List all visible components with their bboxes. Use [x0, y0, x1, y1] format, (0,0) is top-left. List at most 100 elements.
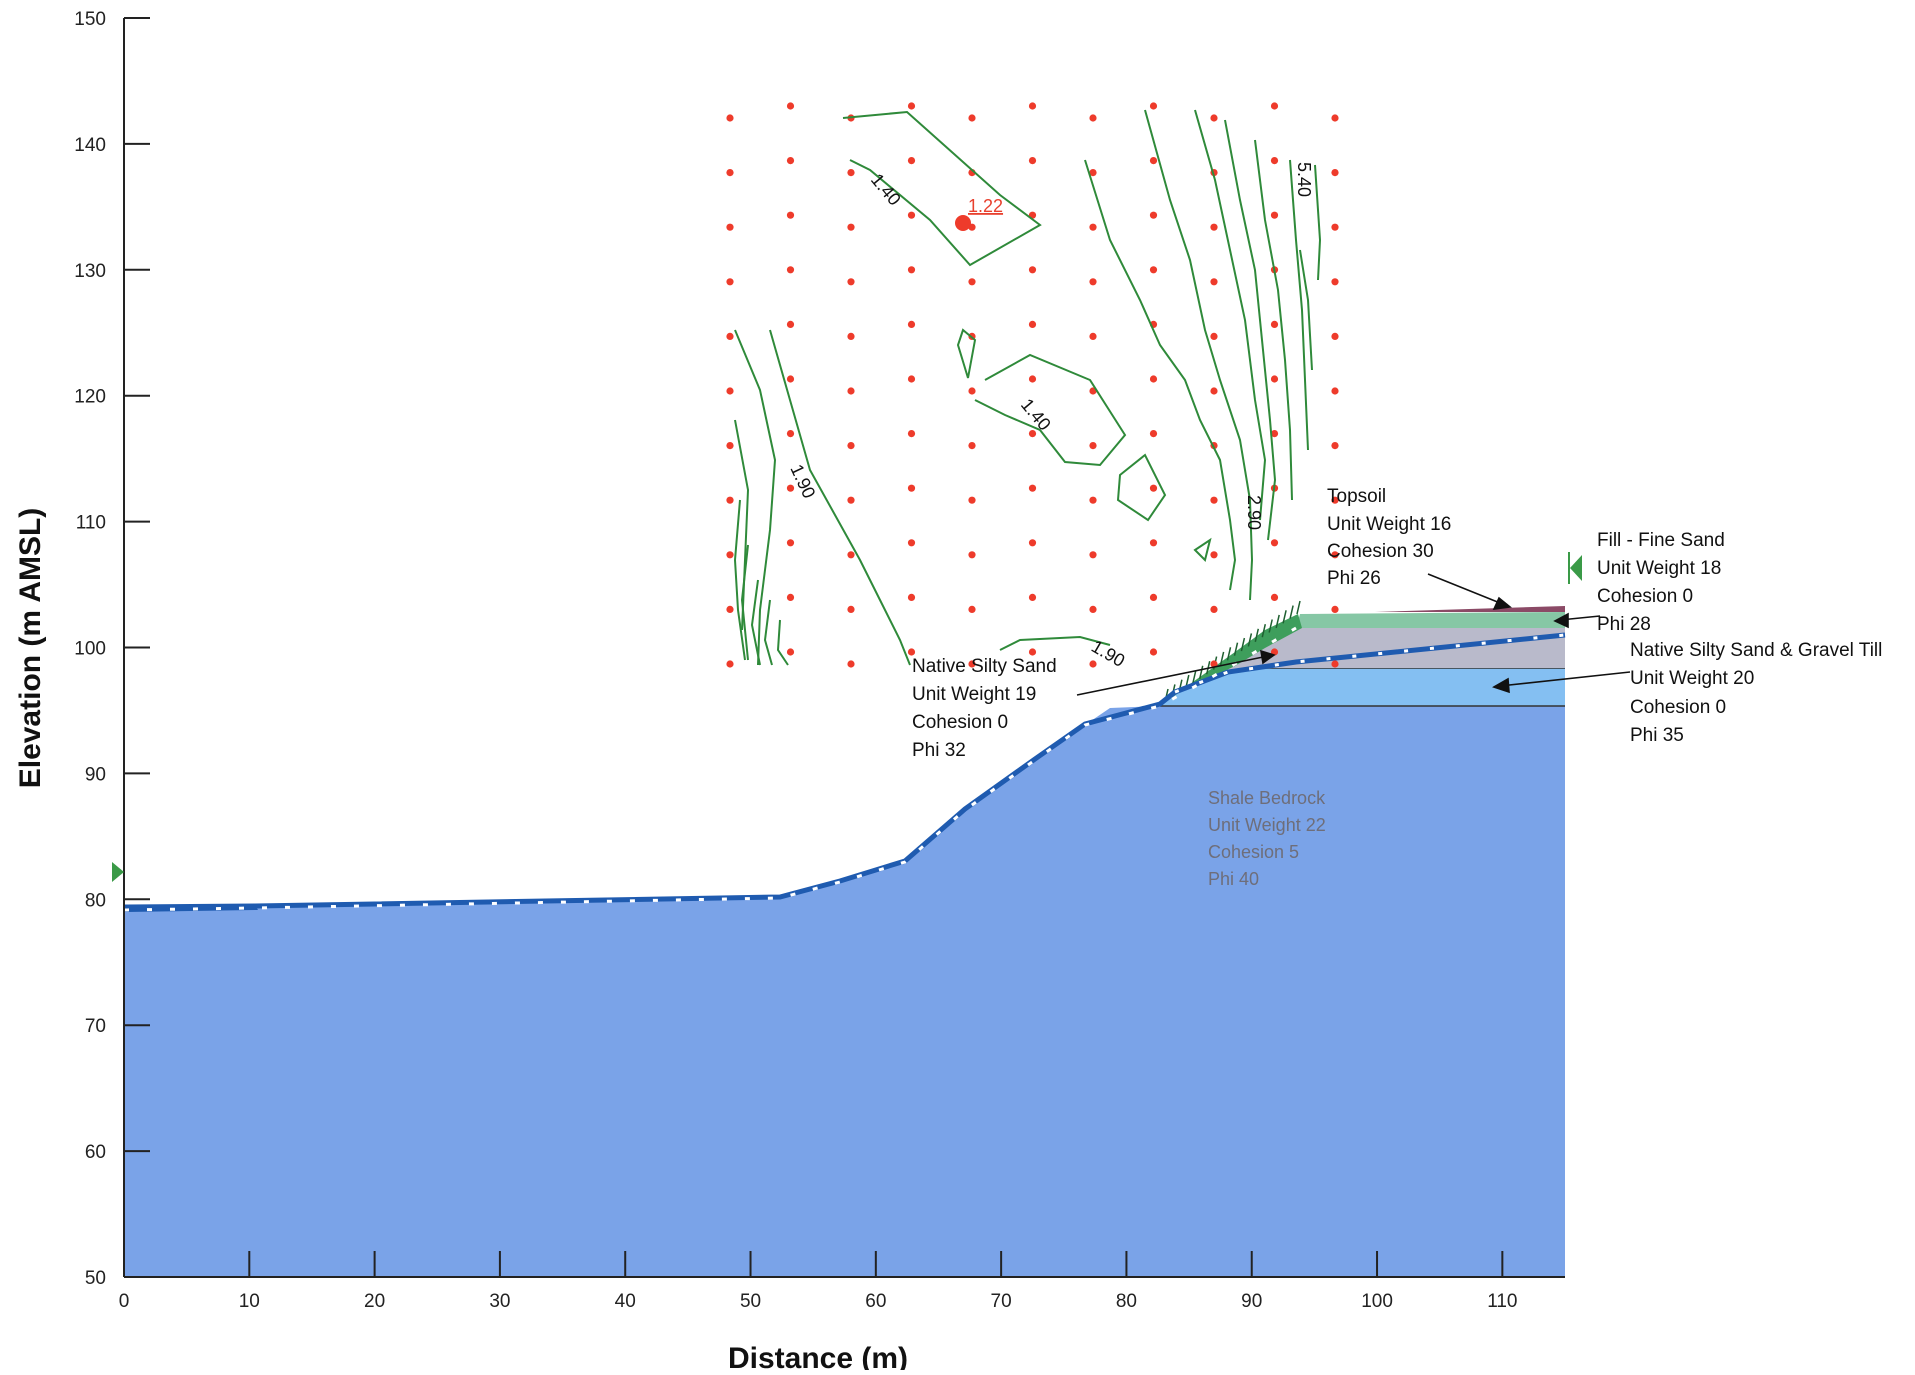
contour-line [750, 579, 761, 666]
grid-dot [1089, 442, 1097, 450]
contour-label-critical: 1.22 [968, 196, 1003, 216]
hatch-line [1198, 665, 1204, 679]
grid-dot [1270, 375, 1279, 383]
contour-line [999, 635, 1111, 651]
grid-dot [847, 332, 855, 340]
fill-sand-phi: Phi 28 [1597, 614, 1651, 635]
contour-line [1116, 453, 1167, 522]
grid-dot [907, 430, 916, 438]
contour-line [1224, 119, 1277, 541]
grid-dot [1028, 648, 1037, 656]
leader-arrows [1076, 573, 1631, 696]
grid-dot [907, 593, 916, 602]
grid-dot [907, 375, 916, 383]
grid-dot [786, 484, 795, 492]
grid-dot [726, 114, 734, 122]
grid-dot [726, 278, 734, 286]
y-tick-label: 130 [74, 261, 106, 282]
topsoil-name: Topsoil [1327, 486, 1386, 507]
till-name: Native Silty Sand & Gravel Till [1630, 640, 1882, 661]
grid-dot [1331, 551, 1339, 559]
water-table-marker-right [1570, 555, 1582, 581]
grid-dot [968, 551, 976, 559]
y-tick-label: 50 [85, 1268, 106, 1289]
grid-dot [907, 211, 916, 219]
water-table-marker-left [112, 862, 124, 882]
grid-dot [1149, 211, 1158, 219]
grid-dot [847, 278, 855, 286]
grid-dot [1331, 387, 1339, 395]
grid-dot [968, 278, 976, 286]
grid-dot [1270, 539, 1279, 547]
grid-dot [847, 551, 855, 559]
grid-dot [726, 605, 734, 614]
contour-line [740, 544, 749, 661]
till-phi: Phi 35 [1630, 725, 1684, 746]
grid-dot [1089, 114, 1097, 122]
grid-dot [786, 320, 795, 328]
topsoil-phi: Phi 26 [1327, 568, 1381, 589]
x-axis-ticks: 0 10 20 30 40 50 60 70 80 90 100 110 [119, 1251, 1517, 1312]
grid-dot [786, 648, 795, 656]
hatch-line [1254, 628, 1260, 642]
shale-bedrock-layer [124, 706, 1565, 1277]
hatch-line [1219, 651, 1225, 666]
y-tick-label: 60 [85, 1142, 106, 1163]
till-unit-weight: Unit Weight 20 [1630, 668, 1754, 689]
y-tick-label: 100 [74, 639, 106, 660]
contour-line [763, 599, 773, 666]
contour-line [1193, 537, 1212, 562]
hatch-line [1247, 633, 1253, 647]
grid-dot [786, 102, 795, 110]
grid-dot [1270, 320, 1279, 328]
fill-sand-unit-weight: Unit Weight 18 [1597, 558, 1721, 579]
x-axis-title: Distance (m) [728, 1342, 908, 1370]
grid-dot [786, 157, 795, 165]
contour-line [842, 110, 1042, 267]
grid-dot [1210, 223, 1218, 231]
grid-dot [907, 266, 916, 274]
y-tick-label: 70 [85, 1016, 106, 1037]
x-tick-label: 70 [991, 1291, 1012, 1312]
contour-line [734, 329, 777, 666]
grid-dot [1270, 211, 1279, 219]
grid-dot [1210, 605, 1218, 614]
wedge-hatching [1164, 600, 1301, 703]
contour-label: 1.40 [867, 170, 905, 210]
grid-dot [1028, 593, 1037, 602]
grid-dot [1149, 375, 1158, 383]
grid-dot [726, 332, 734, 340]
grid-dot [726, 387, 734, 395]
grid-dot [1270, 430, 1279, 438]
contour-label: 1.40 [1017, 395, 1055, 435]
grid-dot [1089, 223, 1097, 231]
water-table-white-dash [1174, 633, 1566, 694]
x-tick-label: 110 [1487, 1291, 1517, 1312]
topsoil-arrowhead [1492, 596, 1512, 610]
grid-dot [847, 442, 855, 450]
x-tick-label: 60 [865, 1291, 886, 1312]
hatch-line [1268, 619, 1273, 633]
grid-dot [1149, 539, 1158, 547]
grid-dot [1089, 551, 1097, 559]
label-topsoil: Topsoil Unit Weight 16 Cohesion 30 Phi 2… [1327, 486, 1451, 589]
grid-dot [1210, 496, 1218, 504]
grid-dot [1149, 484, 1158, 492]
x-tick-label: 90 [1241, 1291, 1262, 1312]
geology-layers [124, 600, 1565, 1277]
grid-dot [1028, 157, 1037, 165]
grid-dot [847, 169, 855, 177]
contour-labels: 1.40 1.22 1.40 1.90 2.90 5.40 1.90 [786, 162, 1314, 671]
grid-dot [1270, 593, 1279, 602]
contour-line [974, 353, 1127, 467]
grid-dot [726, 660, 734, 668]
bedrock-unit-weight: Unit Weight 22 [1208, 815, 1326, 835]
hatch-line [1275, 614, 1280, 629]
grid-dot [1210, 114, 1218, 122]
hatch-line [1289, 605, 1294, 619]
till-leader [1499, 671, 1631, 687]
contour-label: 2.90 [1244, 495, 1264, 530]
grid-dot [907, 648, 916, 656]
grid-dot [1270, 157, 1279, 165]
x-tick-label: 50 [740, 1291, 761, 1312]
